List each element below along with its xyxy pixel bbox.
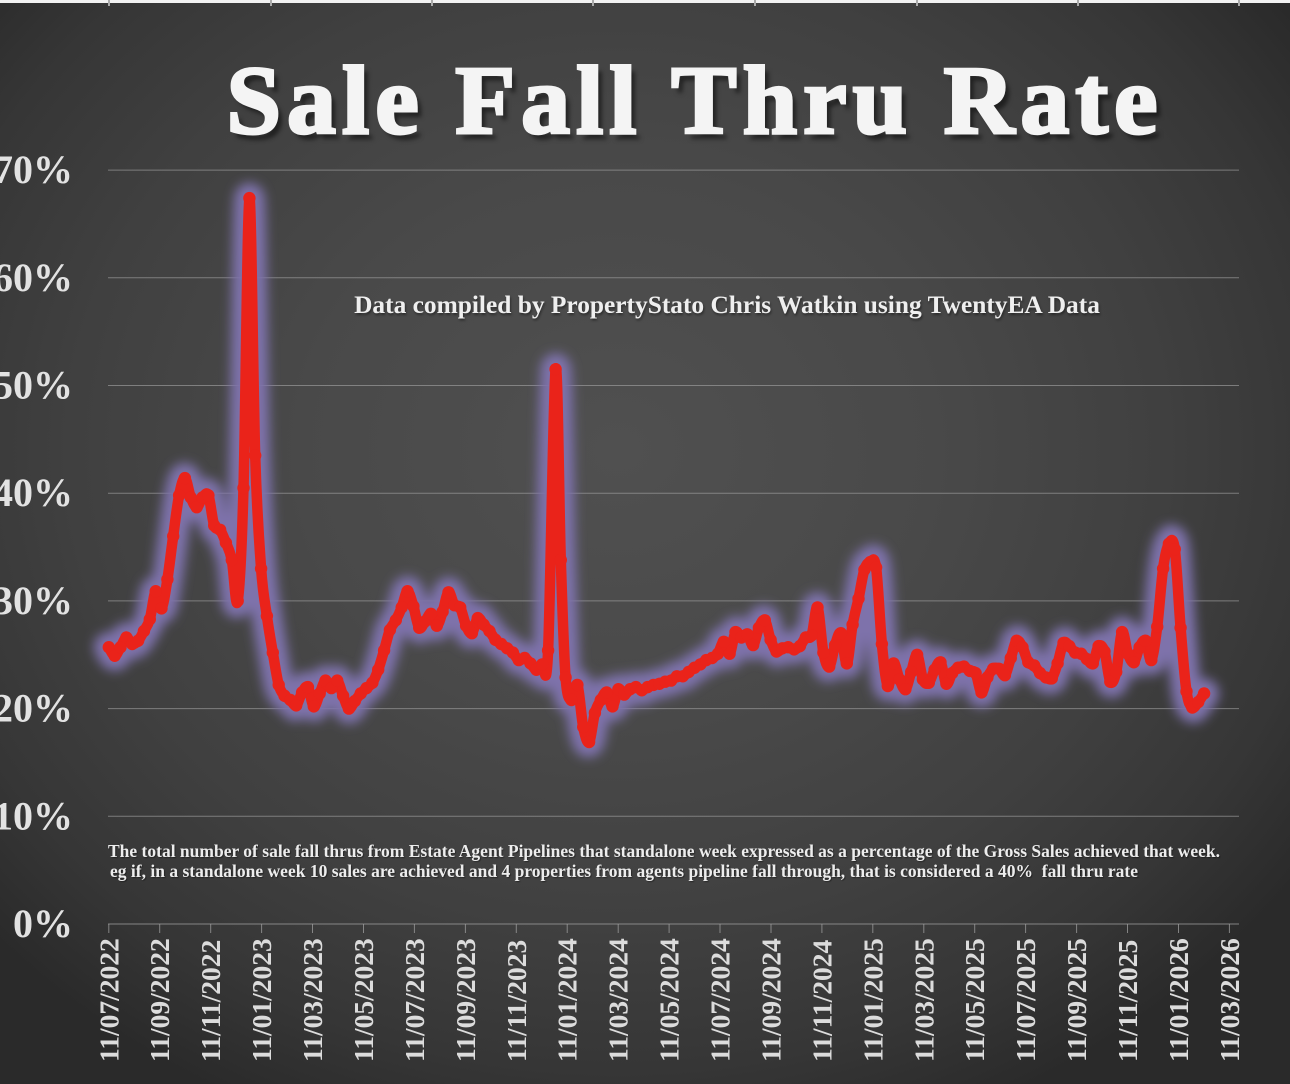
svg-text:11/09/2024: 11/09/2024 xyxy=(756,938,787,1062)
svg-text:11/07/2022: 11/07/2022 xyxy=(93,938,124,1062)
svg-text:11/09/2025: 11/09/2025 xyxy=(1061,938,1092,1062)
svg-text:11/03/2026: 11/03/2026 xyxy=(1214,938,1245,1062)
svg-text:11/09/2022: 11/09/2022 xyxy=(144,938,175,1062)
svg-text:11/11/2023: 11/11/2023 xyxy=(501,940,532,1062)
svg-text:11/05/2025: 11/05/2025 xyxy=(959,938,990,1062)
svg-text:11/11/2022: 11/11/2022 xyxy=(195,940,226,1062)
svg-text:11/11/2025: 11/11/2025 xyxy=(1112,940,1143,1062)
svg-text:11/03/2024: 11/03/2024 xyxy=(603,938,634,1062)
svg-text:0%: 0% xyxy=(13,901,73,946)
svg-text:11/01/2024: 11/01/2024 xyxy=(552,938,583,1062)
svg-text:11/09/2023: 11/09/2023 xyxy=(450,938,481,1062)
svg-text:11/07/2024: 11/07/2024 xyxy=(705,938,736,1062)
svg-text:20%: 20% xyxy=(0,686,73,731)
svg-text:11/05/2023: 11/05/2023 xyxy=(348,938,379,1062)
svg-text:50%: 50% xyxy=(0,363,73,408)
svg-text:11/01/2026: 11/01/2026 xyxy=(1163,938,1194,1062)
svg-text:60%: 60% xyxy=(0,255,73,300)
svg-text:11/05/2024: 11/05/2024 xyxy=(654,938,685,1062)
svg-text:30%: 30% xyxy=(0,578,73,623)
svg-text:11/07/2023: 11/07/2023 xyxy=(399,938,430,1062)
svg-text:11/03/2025: 11/03/2025 xyxy=(908,938,939,1062)
svg-text:11/11/2024: 11/11/2024 xyxy=(806,940,837,1062)
svg-text:11/07/2025: 11/07/2025 xyxy=(1010,938,1041,1062)
svg-text:10%: 10% xyxy=(0,793,73,838)
svg-text:11/01/2025: 11/01/2025 xyxy=(857,938,888,1062)
svg-text:70%: 70% xyxy=(0,147,73,192)
svg-text:40%: 40% xyxy=(0,470,73,515)
svg-text:11/03/2023: 11/03/2023 xyxy=(297,938,328,1062)
svg-text:11/01/2023: 11/01/2023 xyxy=(246,938,277,1062)
